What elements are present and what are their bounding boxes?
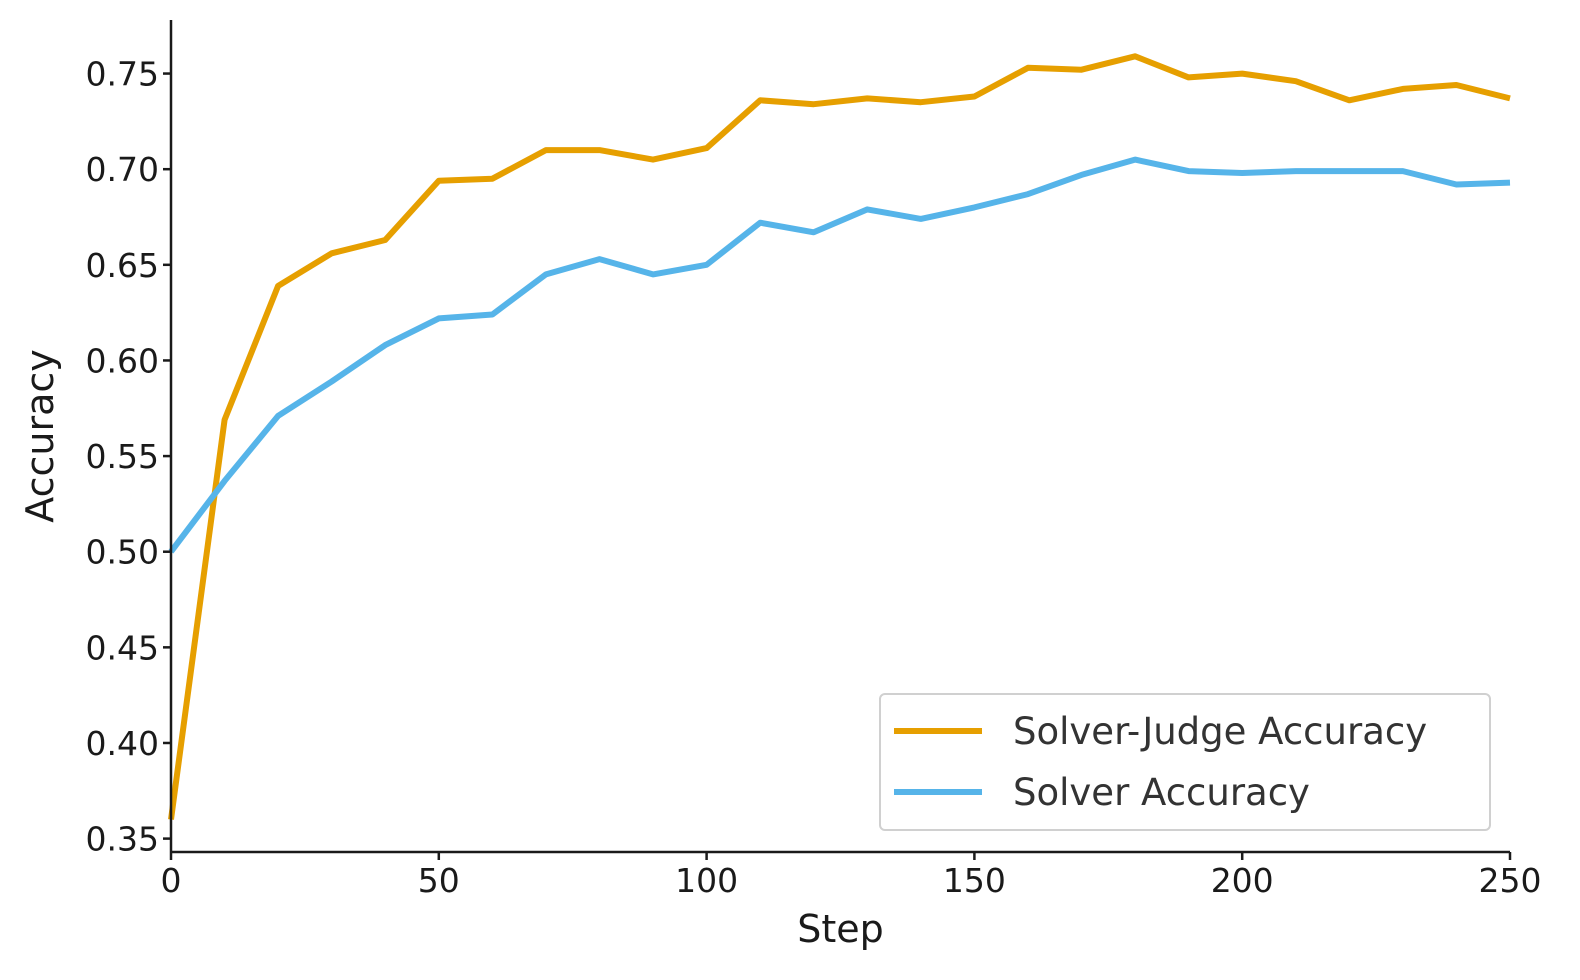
y-tick-label: 0.60 <box>86 341 159 380</box>
y-tick-label: 0.70 <box>86 150 159 189</box>
x-tick-label: 250 <box>1479 861 1542 900</box>
legend: Solver-Judge Accuracy Solver Accuracy <box>879 693 1491 831</box>
y-tick-label: 0.35 <box>86 820 159 859</box>
x-tick-label: 0 <box>161 861 182 900</box>
x-tick-label: 100 <box>675 861 738 900</box>
legend-label-solver-judge: Solver-Judge Accuracy <box>1013 710 1427 753</box>
x-axis-title: Step <box>797 907 884 951</box>
y-tick-label: 0.50 <box>86 533 159 572</box>
series-line-solver-judge <box>168 53 1511 820</box>
y-tick-label: 0.40 <box>86 724 159 763</box>
y-tick-label: 0.65 <box>86 246 159 285</box>
y-tick-label: 0.55 <box>86 437 159 476</box>
y-tick-label: 0.75 <box>86 55 159 94</box>
y-axis-title: Accuracy <box>18 349 62 523</box>
series-line-solver <box>168 156 1511 554</box>
legend-label-solver: Solver Accuracy <box>1013 771 1310 814</box>
legend-box <box>879 693 1491 831</box>
x-tick-label: 50 <box>418 861 460 900</box>
x-tick-label: 200 <box>1211 861 1274 900</box>
axes <box>169 20 1510 854</box>
series-lines <box>168 53 1511 820</box>
axis-ticks: 0 50 100 150 200 250 0.35 0.40 0.45 0.50 0.55 0.60 0… <box>86 55 1542 900</box>
y-tick-label: 0.45 <box>86 628 159 667</box>
x-tick-label: 150 <box>943 861 1006 900</box>
